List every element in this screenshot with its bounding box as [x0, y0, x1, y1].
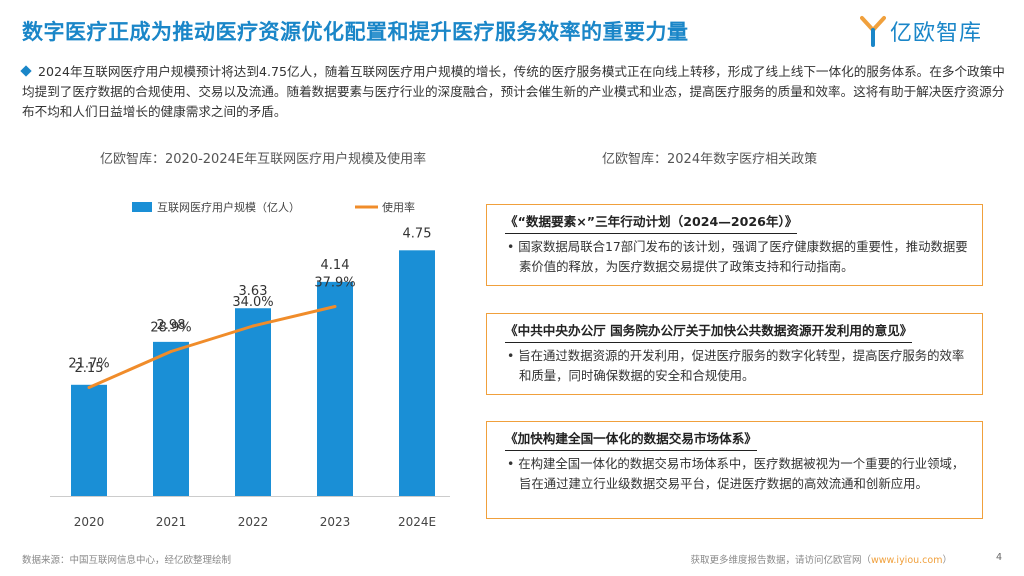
page-number: 4: [995, 552, 1002, 563]
footer-more: 获取更多维度报告数据，请访问亿欧官网（www.iyiou.com）: [690, 552, 952, 566]
bar-value-label: 4.75: [403, 226, 432, 241]
user-scale-chart: 互联网医疗用户规模（亿人） 使用率 2.15 2.98 3.63 4.14 4.75 21…: [50, 200, 450, 529]
usage-rate-point: [87, 386, 91, 389]
footer-source: 数据来源：中国互联网信息中心，经亿欧整理绘制: [22, 555, 232, 566]
bar-2023: [317, 281, 353, 496]
usage-rate-point: [169, 350, 173, 353]
bar-value-label: 3.63: [239, 284, 268, 299]
chart-subtitle: 亿欧智库：2020-2024E年互联网医疗用户规模及使用率: [100, 152, 427, 167]
line-value-label: 34.0%: [232, 295, 273, 310]
usage-rate-line: [88, 305, 336, 389]
x-tick-label: 2023: [320, 515, 351, 529]
policy-card: 《“数据要素×”三年行动计划（2024—2026年）》 • 国家数据局联合17部…: [486, 204, 983, 286]
page-title: 数字医疗正成为推动医疗资源优化配置和提升医疗服务效率的重要力量: [22, 20, 689, 44]
usage-rate-point: [333, 305, 337, 308]
logo-icon: [859, 16, 886, 47]
logo-text: 亿欧智库: [889, 21, 982, 46]
policy-card: 《中共中央办公厅 国务院办公厅关于加快公共数据资源开发利用的意见》 • 旨在通过…: [486, 313, 983, 395]
line-value-label: 37.9%: [314, 276, 355, 291]
policy-title: 《中共中央办公厅 国务院办公厅关于加快公共数据资源开发利用的意见》: [505, 320, 913, 343]
policy-body: • 旨在通过数据资源的开发利用，促进医疗服务的数字化转型，提高医疗服务的效率和质…: [507, 348, 965, 383]
website-link[interactable]: www.iyiou.com: [870, 555, 943, 566]
x-tick-label: 2021: [156, 515, 187, 529]
policy-body: • 国家数据局联合17部门发布的该计划，强调了医疗健康数据的重要性，推动数据要素…: [507, 239, 968, 274]
x-tick-label: 2020: [74, 515, 105, 529]
intro-paragraph: 2024年互联网医疗用户规模预计将达到4.75亿人，随着互联网医疗用户规模的增长…: [20, 62, 1007, 122]
line-value-label: 21.7%: [68, 357, 109, 372]
footer-more-text: 获取更多维度报告数据，请访问亿欧官网（: [690, 555, 871, 566]
policy-body: • 在构建全国一体化的数据交易市场体系中，医疗数据被视为一个重要的行业领域，旨在…: [507, 456, 965, 491]
legend-bar-swatch: [132, 202, 152, 212]
policy-subtitle: 亿欧智库：2024年数字医疗相关政策: [602, 152, 818, 167]
bar-value-label: 4.14: [321, 258, 350, 273]
bar-2024E: [399, 250, 435, 496]
bar-value-label: 2.98: [157, 318, 186, 333]
line-value-label: 28.9%: [150, 321, 191, 336]
intro-text: 2024年互联网医疗用户规模预计将达到4.75亿人，随着互联网医疗用户规模的增长…: [22, 64, 1005, 119]
bar-value-label: 2.15: [75, 361, 104, 376]
legend-bar-label: 互联网医疗用户规模（亿人）: [157, 200, 300, 214]
footer-close: ）: [942, 555, 952, 566]
policy-title: 《加快构建全国一体化的数据交易市场体系》: [505, 428, 757, 451]
bar-2022: [235, 308, 271, 496]
bar-2020: [71, 384, 107, 496]
policy-title: 《“数据要素×”三年行动计划（2024—2026年）》: [505, 211, 798, 234]
usage-rate-point: [251, 324, 255, 328]
diamond-bullet-icon: [20, 65, 32, 77]
policy-card: 《加快构建全国一体化的数据交易市场体系》 • 在构建全国一体化的数据交易市场体系…: [486, 421, 983, 519]
legend-line-label: 使用率: [382, 200, 415, 214]
x-tick-label: 2022: [238, 515, 269, 529]
x-tick-label: 2024E: [398, 515, 436, 529]
bar-2021: [153, 341, 189, 496]
logo: 亿欧智库: [859, 14, 982, 48]
